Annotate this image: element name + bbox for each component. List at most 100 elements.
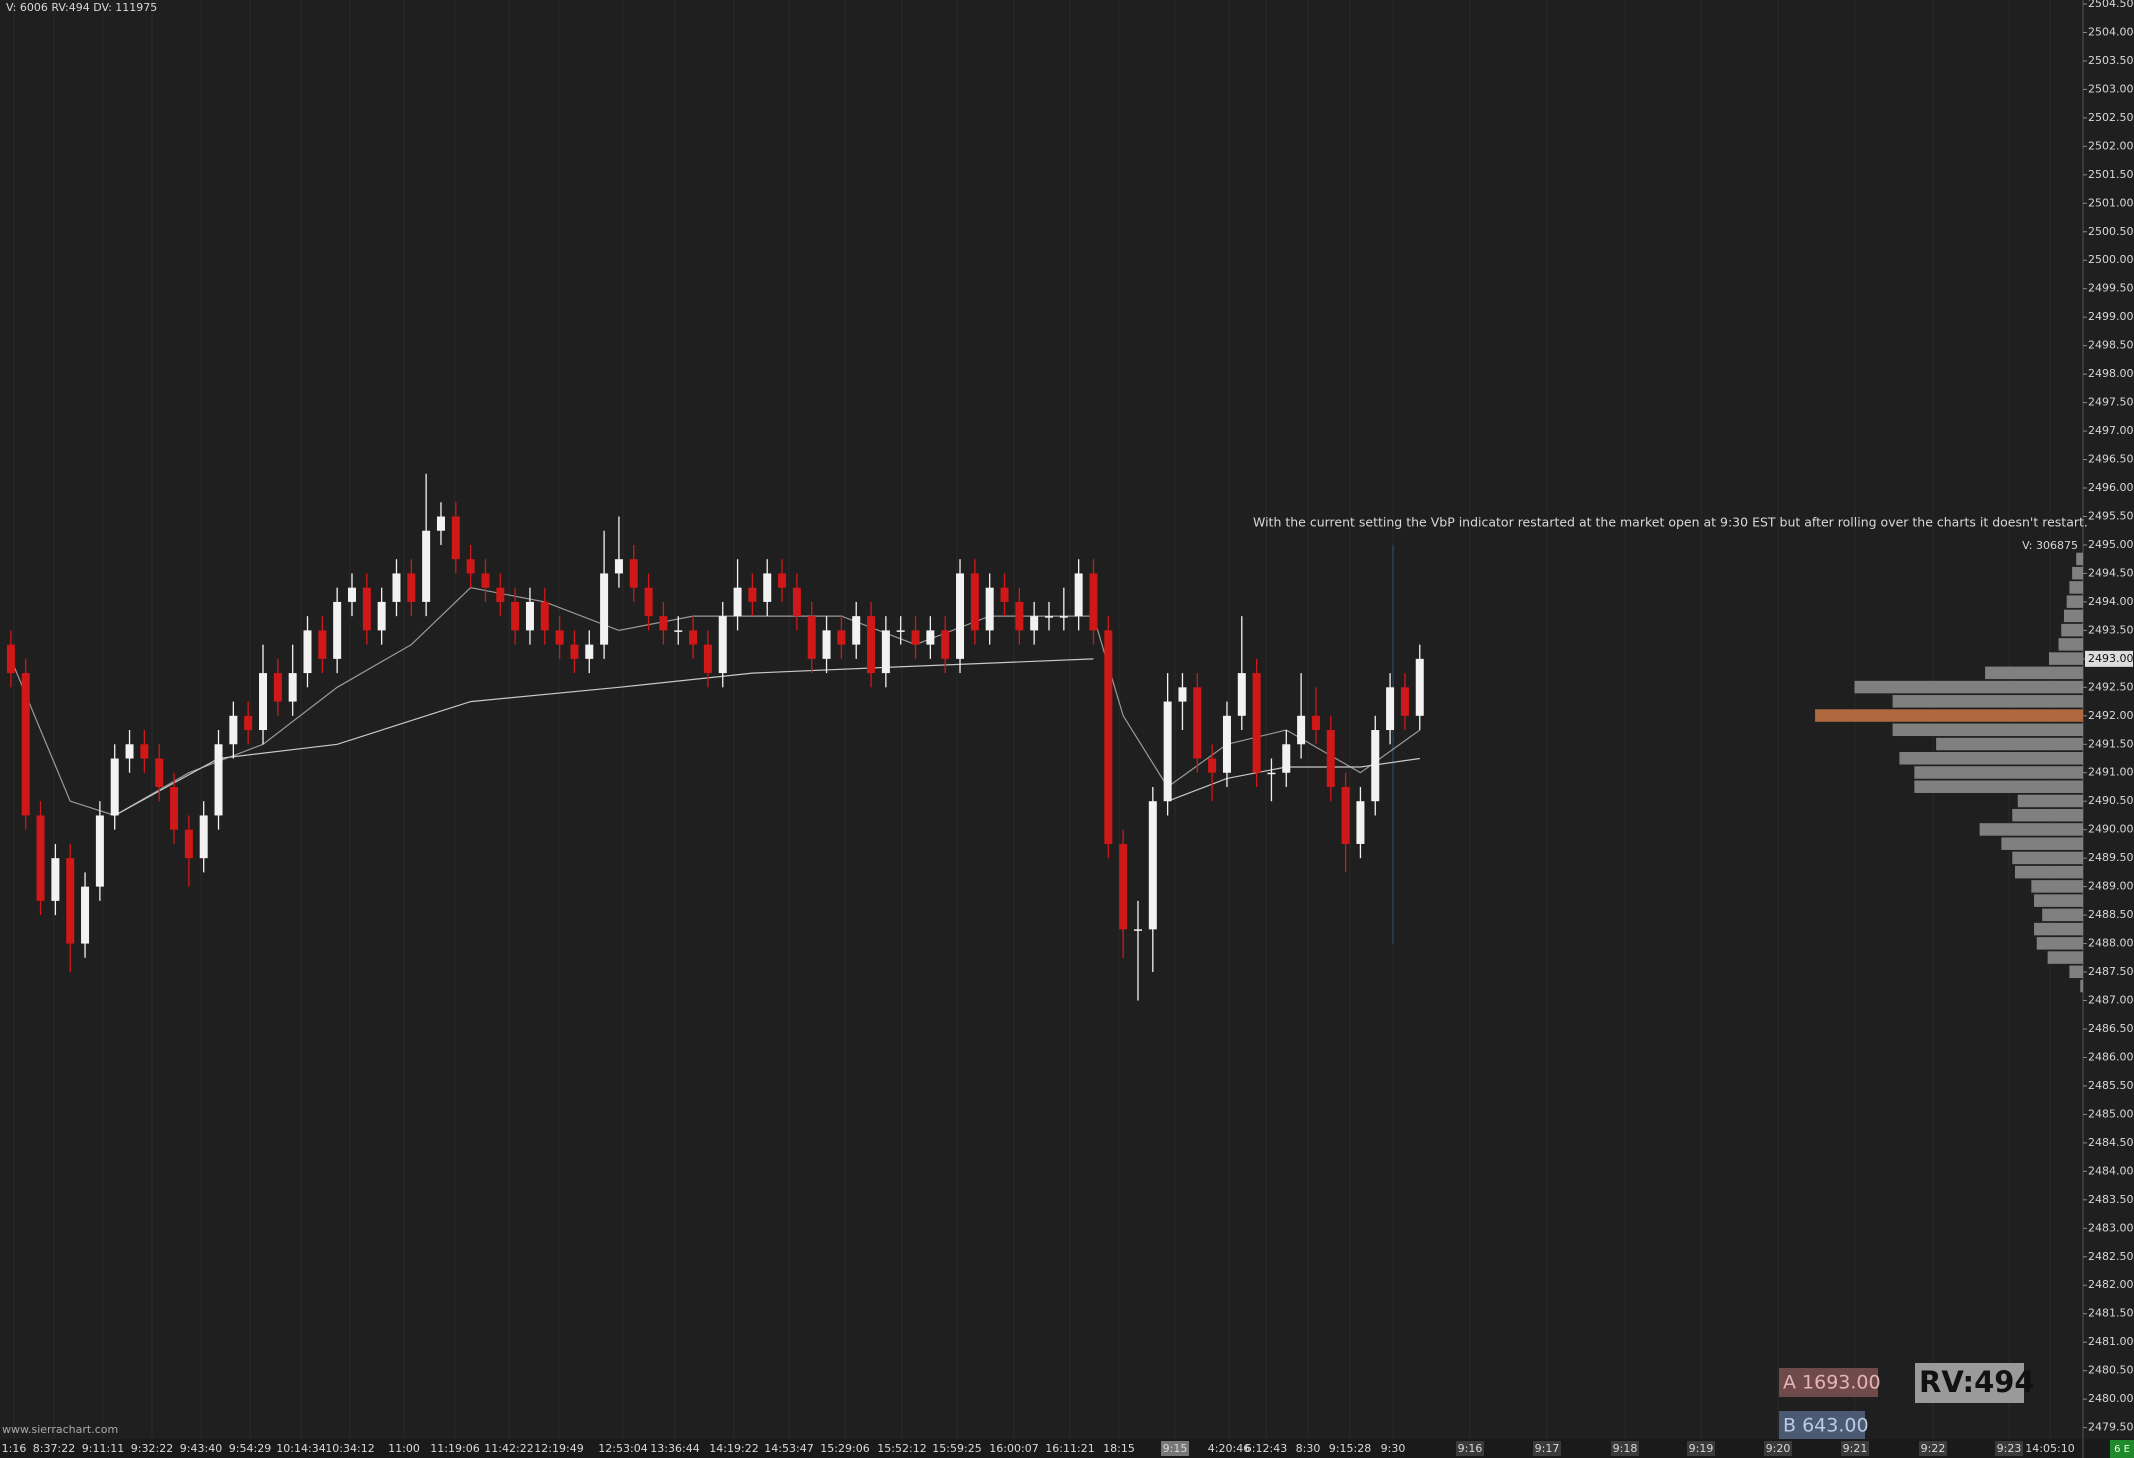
candle-body [689,630,698,645]
annotation: With the current setting the VbP indicat… [1253,515,2088,530]
y-tick-label: 2481.50 [2088,1307,2134,1320]
y-tick-label: 2498.00 [2088,367,2134,380]
x-tick-label: 12:53:04 [598,1442,647,1455]
bid-box [1779,1411,1865,1439]
candle-body [1193,687,1202,759]
candle-body [703,644,712,674]
x-tick-label: 9:15:28 [1329,1442,1371,1455]
x-tick-label: 9:20 [1766,1442,1791,1455]
profile-bar [2031,880,2083,893]
y-tick-label: 2497.50 [2088,396,2134,409]
x-tick-label: 9:21 [1843,1442,1868,1455]
y-tick-label: 2489.00 [2088,880,2134,893]
candle-body [540,601,549,631]
candle-body [1059,616,1068,618]
x-tick-label: 1:16 [2,1442,27,1455]
profile-bar [1985,666,2083,680]
time-label-box [1687,1441,1715,1456]
x-tick-label: 15:59:25 [932,1442,981,1455]
candle-body [1252,673,1261,773]
candle-body [629,559,638,588]
candle-body [1415,658,1424,716]
x-tick-label: 10:34:12 [325,1442,374,1455]
candle-body [778,573,787,588]
y-tick-label: 2495.00 [2088,538,2134,551]
candle-body [1267,772,1276,775]
y-tick-label: 2494.50 [2088,566,2134,579]
candle-body [1133,929,1142,931]
candle-body [1237,673,1246,716]
x-tick-label: 14:19:22 [709,1442,758,1455]
candle-body [881,630,890,674]
y-tick-label: 2490.50 [2088,794,2134,807]
candle-body [436,516,445,531]
time-label-box [1533,1441,1561,1456]
candle-body [36,815,45,901]
profile-bar [1854,680,2083,694]
candle-body [718,616,727,674]
x-tick-label: 9:11:11 [82,1442,124,1455]
x-tick-label: 16:00:07 [989,1442,1038,1455]
candle-body [659,616,668,631]
y-tick-label: 2484.50 [2088,1136,2134,1149]
profile-bar [1936,737,2083,751]
ask-box [1779,1368,1878,1397]
y-tick-label: 2504.00 [2088,25,2134,38]
y-tick-label: 2485.50 [2088,1079,2134,1092]
candle-body [155,758,164,787]
profile-bar [2015,865,2083,879]
profile-bar [2058,638,2083,651]
x-tick-label: 15:29:06 [820,1442,869,1455]
candle-body [140,744,149,759]
candle-body [956,573,965,659]
candle-body [229,715,238,745]
candle-body [867,616,876,674]
candle-body [333,601,342,659]
candle-body [941,630,950,659]
candle-body [407,573,416,602]
candle-body [585,644,594,659]
candle-body [21,673,30,816]
candle-body [1178,687,1187,702]
x-tick-label: 16:11:21 [1045,1442,1094,1455]
candle-body [822,630,831,659]
candle-body [792,587,801,617]
symbol-badge-box [2110,1440,2134,1458]
candle-body [763,573,772,602]
candle-body [1119,843,1128,930]
time-label-box [1919,1441,1947,1456]
candle-body [273,673,282,702]
candle-body [95,815,104,887]
candle-body [896,630,905,632]
profile-bar [2080,979,2083,993]
profile-bar [1815,709,2083,722]
candle-body [1326,730,1335,787]
candle-body [1000,587,1009,602]
x-tick-label: 15:52:12 [877,1442,926,1455]
candle-body [674,630,683,632]
x-tick-label: 9:18 [1613,1442,1638,1455]
y-tick-label: 2488.00 [2088,937,2134,950]
y-tick-label: 2489.50 [2088,851,2134,864]
y-tick-label: 2496.50 [2088,453,2134,466]
x-tick-label: 11:42:22 [484,1442,533,1455]
candle-body [1371,730,1380,802]
status-text: V: 6006 RV:494 DV: 111975 [6,1,157,14]
profile-bar [1892,723,2083,737]
x-tick-label: 13:36:44 [650,1442,699,1455]
candle-body [1045,616,1053,618]
candle-body [1282,744,1291,773]
profile-bar [2012,808,2083,822]
x-tick-label: 9:32:22 [131,1442,173,1455]
candle-body [481,573,490,588]
time-label-box [1611,1441,1639,1456]
candle-body [1311,715,1320,731]
candle-body [303,630,312,674]
y-tick-label: 2501.00 [2088,196,2134,209]
y-tick-label: 2482.50 [2088,1250,2134,1263]
y-tick-label: 2502.50 [2088,111,2134,124]
y-tick-label: 2496.00 [2088,481,2134,494]
x-tick-label: 18:15 [1103,1442,1135,1455]
x-tick-label: 9:23 [1997,1442,2022,1455]
ask-label: A 1693.00 [1783,1372,1881,1394]
